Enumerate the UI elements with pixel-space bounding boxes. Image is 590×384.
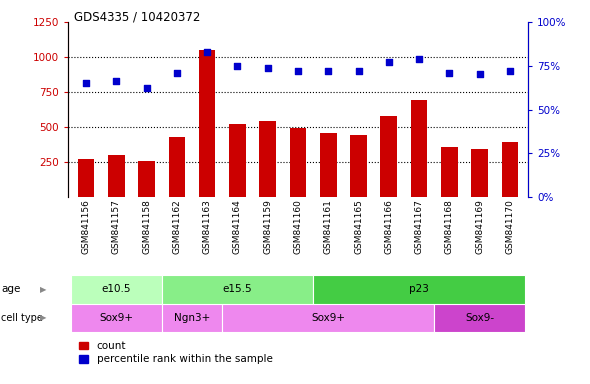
- Point: [81, 80, 91, 86]
- Bar: [78, 159, 94, 197]
- Point: [112, 78, 121, 84]
- Bar: [411, 100, 427, 197]
- Point: [414, 56, 424, 62]
- Point: [202, 49, 212, 55]
- Text: age: age: [1, 285, 21, 295]
- Bar: [71, 275, 162, 304]
- Bar: [108, 155, 124, 197]
- Text: cell type: cell type: [1, 313, 43, 323]
- Point: [263, 65, 273, 71]
- Bar: [169, 137, 185, 197]
- Point: [232, 63, 242, 69]
- Text: GSM841159: GSM841159: [263, 199, 272, 254]
- Bar: [138, 161, 155, 197]
- Point: [354, 68, 363, 74]
- Bar: [441, 147, 458, 197]
- Text: GSM841165: GSM841165: [354, 199, 363, 254]
- Bar: [381, 116, 397, 197]
- Text: Sox9+: Sox9+: [99, 313, 133, 323]
- Bar: [502, 142, 518, 197]
- Text: p23: p23: [409, 285, 429, 295]
- Bar: [229, 124, 245, 197]
- Bar: [260, 121, 276, 197]
- Text: Ngn3+: Ngn3+: [174, 313, 210, 323]
- Text: GSM841160: GSM841160: [293, 199, 303, 254]
- Text: GSM841156: GSM841156: [81, 199, 90, 254]
- Text: GSM841163: GSM841163: [202, 199, 212, 254]
- Legend: count, percentile rank within the sample: count, percentile rank within the sample: [79, 341, 273, 364]
- Point: [384, 59, 394, 65]
- Text: GSM841169: GSM841169: [475, 199, 484, 254]
- Text: GDS4335 / 10420372: GDS4335 / 10420372: [74, 10, 200, 23]
- Point: [172, 70, 182, 76]
- Text: GSM841170: GSM841170: [506, 199, 514, 254]
- Text: GSM841167: GSM841167: [415, 199, 424, 254]
- Text: GSM841166: GSM841166: [384, 199, 394, 254]
- Bar: [320, 133, 336, 197]
- Text: Sox9+: Sox9+: [312, 313, 345, 323]
- Bar: [290, 128, 306, 197]
- Bar: [71, 304, 162, 332]
- Text: ▶: ▶: [40, 285, 46, 294]
- Text: GSM841162: GSM841162: [172, 199, 181, 254]
- Bar: [222, 304, 434, 332]
- Text: GSM841157: GSM841157: [112, 199, 121, 254]
- Point: [505, 68, 514, 74]
- Text: Sox9-: Sox9-: [465, 313, 494, 323]
- Bar: [471, 149, 488, 197]
- Bar: [162, 275, 313, 304]
- Point: [475, 71, 484, 78]
- Bar: [350, 135, 367, 197]
- Text: e10.5: e10.5: [101, 285, 131, 295]
- Bar: [434, 304, 525, 332]
- Text: e15.5: e15.5: [222, 285, 252, 295]
- Text: GSM841158: GSM841158: [142, 199, 151, 254]
- Text: GSM841164: GSM841164: [233, 199, 242, 254]
- Point: [445, 70, 454, 76]
- Text: GSM841168: GSM841168: [445, 199, 454, 254]
- Bar: [313, 275, 525, 304]
- Text: GSM841161: GSM841161: [324, 199, 333, 254]
- Text: ▶: ▶: [40, 313, 46, 323]
- Point: [142, 85, 151, 91]
- Point: [293, 68, 303, 74]
- Point: [323, 68, 333, 74]
- Bar: [162, 304, 222, 332]
- Bar: [199, 50, 215, 197]
